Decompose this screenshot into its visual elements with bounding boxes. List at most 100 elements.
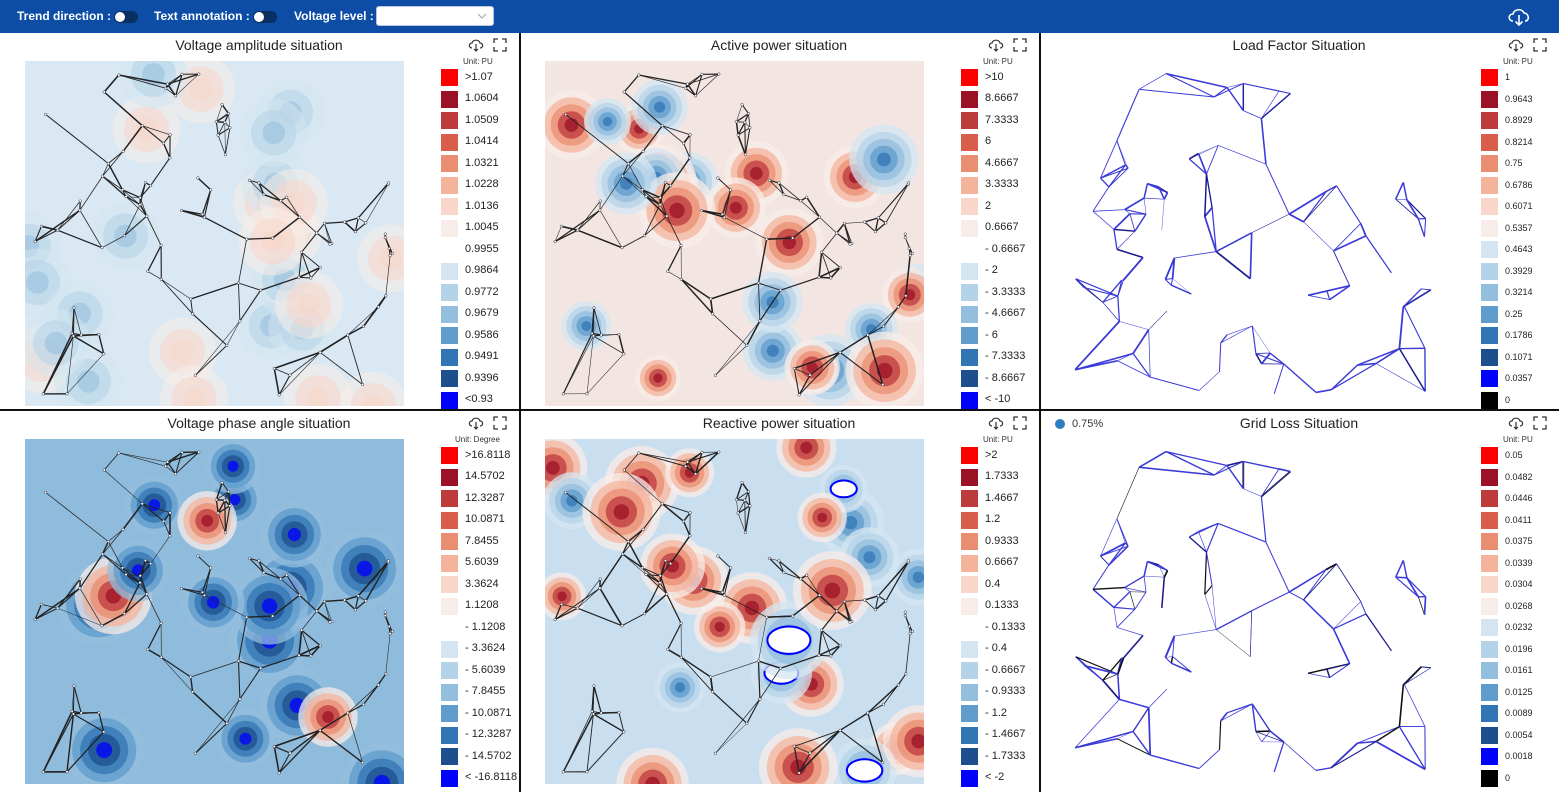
bus-node[interactable] bbox=[138, 203, 142, 207]
bus-node[interactable] bbox=[688, 511, 692, 515]
bus-node[interactable] bbox=[138, 196, 142, 200]
bus-node[interactable] bbox=[756, 281, 761, 285]
bus-node[interactable] bbox=[122, 612, 127, 616]
bus-node[interactable] bbox=[384, 294, 388, 298]
bus-node[interactable] bbox=[162, 141, 166, 145]
bus-node[interactable] bbox=[174, 94, 178, 98]
bus-node[interactable] bbox=[797, 393, 801, 397]
bus-node[interactable] bbox=[729, 188, 733, 192]
bus-node[interactable] bbox=[101, 174, 105, 178]
bus-node[interactable] bbox=[666, 269, 670, 273]
bus-node[interactable] bbox=[622, 730, 626, 734]
bus-node[interactable] bbox=[279, 199, 283, 203]
trend-direction-toggle[interactable] bbox=[114, 11, 138, 23]
voltage-level-select[interactable] bbox=[376, 6, 494, 26]
bus-node[interactable] bbox=[272, 744, 276, 748]
bus-node[interactable] bbox=[641, 149, 645, 153]
bus-node[interactable] bbox=[56, 606, 60, 610]
bus-node[interactable] bbox=[298, 593, 302, 597]
bus-node[interactable] bbox=[559, 602, 563, 606]
bus-node[interactable] bbox=[364, 599, 368, 603]
bus-node[interactable] bbox=[835, 609, 839, 613]
bus-node[interactable] bbox=[591, 712, 595, 716]
bus-node[interactable] bbox=[318, 265, 322, 270]
bus-node[interactable] bbox=[39, 602, 43, 606]
bus-node[interactable] bbox=[100, 624, 104, 628]
bus-node[interactable] bbox=[637, 73, 641, 77]
bus-node[interactable] bbox=[288, 373, 292, 377]
bus-node[interactable] bbox=[101, 552, 105, 556]
bus-node[interactable] bbox=[842, 599, 846, 603]
bus-node[interactable] bbox=[729, 566, 733, 570]
bus-node[interactable] bbox=[617, 332, 621, 337]
bus-node[interactable] bbox=[799, 199, 803, 203]
bus-node[interactable] bbox=[146, 269, 150, 273]
bus-node[interactable] bbox=[736, 133, 740, 137]
bus-node[interactable] bbox=[660, 502, 664, 506]
bus-node[interactable] bbox=[72, 306, 76, 310]
bus-node[interactable] bbox=[100, 246, 104, 250]
bus-node[interactable] bbox=[318, 643, 322, 648]
bus-node[interactable] bbox=[149, 184, 153, 188]
bus-node[interactable] bbox=[362, 702, 366, 706]
bus-node[interactable] bbox=[140, 124, 144, 128]
bus-node[interactable] bbox=[658, 581, 662, 585]
bus-node[interactable] bbox=[882, 702, 886, 706]
bus-node[interactable] bbox=[694, 94, 698, 98]
bus-node[interactable] bbox=[226, 490, 231, 494]
bus-node[interactable] bbox=[223, 120, 227, 124]
bus-node[interactable] bbox=[70, 331, 74, 335]
bus-node[interactable] bbox=[383, 613, 387, 618]
bus-node[interactable] bbox=[791, 614, 795, 618]
bus-node[interactable] bbox=[121, 149, 125, 153]
bus-node[interactable] bbox=[356, 216, 360, 220]
bus-node[interactable] bbox=[189, 297, 193, 301]
bus-node[interactable] bbox=[223, 153, 227, 157]
bus-node[interactable] bbox=[168, 156, 172, 160]
bus-node[interactable] bbox=[343, 598, 347, 602]
bus-node[interactable] bbox=[140, 502, 144, 506]
bus-node[interactable] bbox=[553, 239, 557, 244]
bus-node[interactable] bbox=[259, 288, 263, 292]
bus-node[interactable] bbox=[189, 675, 193, 679]
bus-node[interactable] bbox=[903, 232, 907, 236]
bus-node[interactable] bbox=[884, 221, 888, 225]
bus-node[interactable] bbox=[238, 319, 242, 323]
bus-node[interactable] bbox=[904, 294, 908, 298]
bus-node[interactable] bbox=[390, 629, 394, 634]
bus-node[interactable] bbox=[576, 228, 580, 232]
bus-node[interactable] bbox=[621, 174, 625, 178]
bus-node[interactable] bbox=[734, 498, 738, 502]
bus-node[interactable] bbox=[180, 586, 184, 591]
bus-node[interactable] bbox=[767, 178, 772, 182]
bus-node[interactable] bbox=[159, 655, 163, 659]
bus-node[interactable] bbox=[553, 617, 557, 622]
bus-node[interactable] bbox=[124, 573, 128, 577]
bus-node[interactable] bbox=[792, 744, 796, 748]
bus-node[interactable] bbox=[191, 312, 195, 316]
bus-node[interactable] bbox=[102, 468, 106, 472]
bus-node[interactable] bbox=[598, 208, 602, 212]
bus-node[interactable] bbox=[102, 730, 106, 734]
cloud-download-icon[interactable] bbox=[988, 416, 1004, 430]
bus-node[interactable] bbox=[97, 332, 101, 337]
bus-node[interactable] bbox=[666, 647, 670, 651]
bus-node[interactable] bbox=[200, 212, 204, 216]
bus-node[interactable] bbox=[592, 306, 596, 310]
bus-node[interactable] bbox=[117, 451, 121, 455]
bus-node[interactable] bbox=[164, 464, 168, 468]
bus-node[interactable] bbox=[226, 112, 231, 116]
bus-node[interactable] bbox=[745, 343, 749, 347]
bus-node[interactable] bbox=[598, 577, 602, 581]
bus-node[interactable] bbox=[300, 628, 304, 632]
bus-node[interactable] bbox=[247, 178, 252, 182]
bus-node[interactable] bbox=[159, 621, 163, 625]
bus-node[interactable] bbox=[383, 610, 387, 614]
cloud-download-icon[interactable] bbox=[468, 38, 484, 52]
bus-node[interactable] bbox=[285, 573, 289, 577]
bus-node[interactable] bbox=[223, 498, 227, 502]
bus-node[interactable] bbox=[318, 350, 322, 354]
bus-node[interactable] bbox=[820, 250, 824, 254]
bus-node[interactable] bbox=[78, 208, 82, 212]
bus-node[interactable] bbox=[622, 90, 626, 94]
